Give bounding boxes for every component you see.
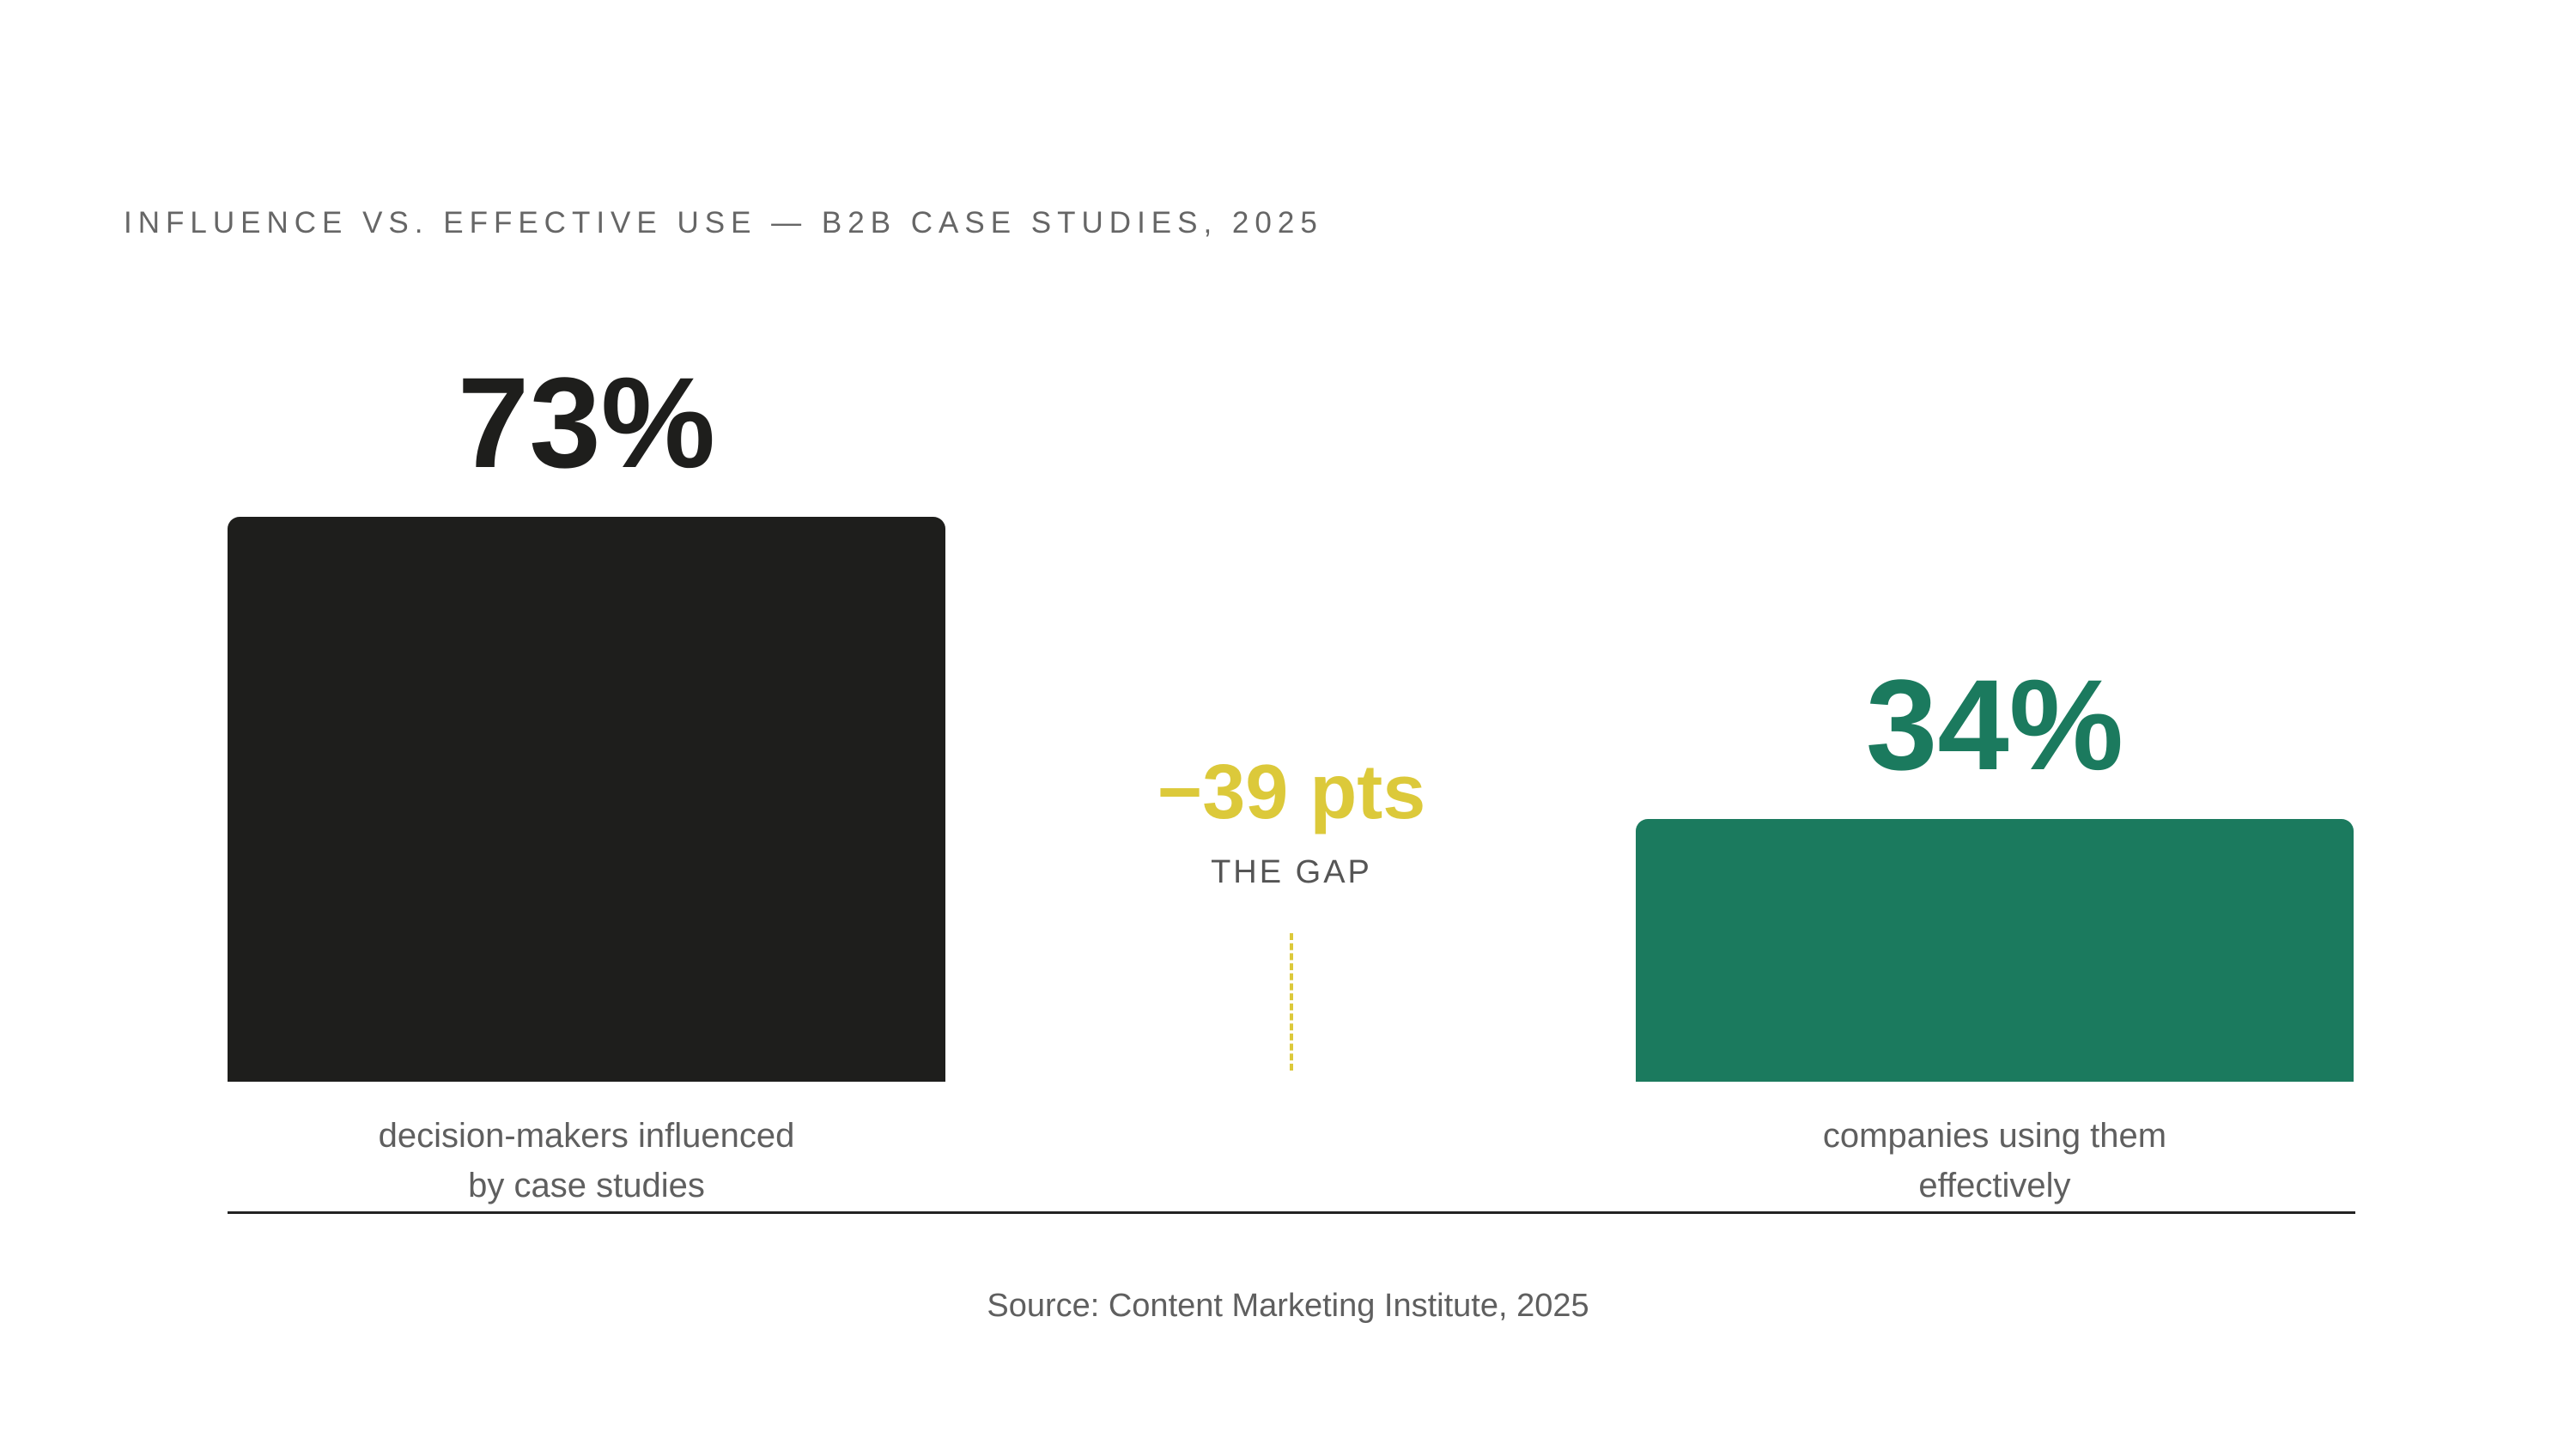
baseline <box>228 1211 2355 1214</box>
value-label: 34% <box>1865 652 2124 797</box>
category-label: decision-makers influenced by case studi… <box>378 1117 795 1204</box>
bar <box>228 517 945 1082</box>
gap-annotation: −39 pts <box>1157 749 1426 835</box>
chart-title: INFLUENCE VS. EFFECTIVE USE — B2B CASE S… <box>124 206 1323 240</box>
value-label: 73% <box>457 350 716 494</box>
bar <box>1636 818 2354 1082</box>
category-label: companies using them effectively <box>1822 1117 2167 1204</box>
source-note: Source: Content Marketing Institute, 202… <box>987 1288 1589 1324</box>
gap-label: THE GAP <box>1211 854 1372 890</box>
gap-dashed-line <box>1290 933 1293 1071</box>
